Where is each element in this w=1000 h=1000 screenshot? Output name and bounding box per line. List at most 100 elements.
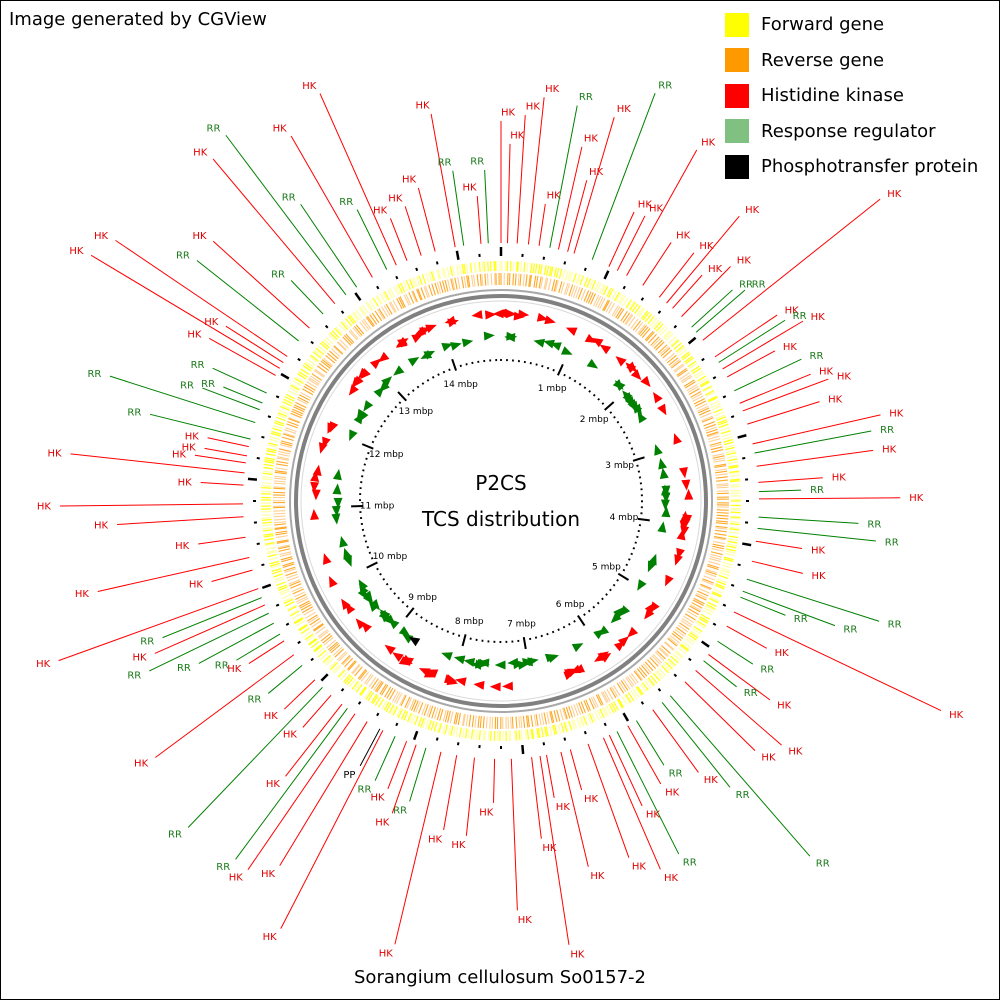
forward-gene-mark (313, 645, 323, 653)
forward-gene-mark (692, 367, 702, 375)
reverse-gene-mark (287, 576, 299, 582)
forward-gene-mark (474, 262, 477, 273)
forward-gene-mark (715, 583, 726, 588)
reverse-gene-mark (716, 520, 729, 523)
reverse-gene-mark (284, 568, 297, 573)
reverse-gene-mark (659, 647, 669, 657)
mbp-minor-tick (385, 582, 389, 586)
forward-gene-mark (599, 283, 605, 294)
reverse-gene-mark (405, 293, 412, 305)
outer-minor-tick (275, 395, 280, 399)
reverse-gene-mark (406, 697, 413, 709)
reverse-gene-mark (622, 678, 631, 690)
forward-gene-mark (676, 346, 686, 354)
forward-gene-mark (450, 725, 454, 736)
reverse-gene-mark (280, 442, 293, 447)
forward-gene-mark (657, 325, 666, 334)
forward-gene-mark (688, 362, 698, 370)
reverse-gene-mark (351, 663, 360, 674)
forward-gene-mark (319, 342, 329, 351)
reverse-gene-mark (681, 375, 693, 384)
forward-gene-mark (727, 461, 738, 465)
hk-label: HK (811, 545, 826, 556)
reverse-gene-mark (343, 334, 353, 345)
mbp-minor-tick (541, 364, 544, 368)
forward-gene-mark (717, 578, 727, 584)
forward-gene-mark (700, 381, 710, 388)
reverse-gene-mark (423, 286, 429, 298)
forward-gene-mark (512, 261, 515, 272)
reverse-gene-mark (587, 292, 594, 304)
forward-gene-mark (464, 728, 468, 739)
forward-gene-mark (293, 617, 304, 624)
outer-minor-tick (435, 737, 439, 741)
reverse-gene-mark (278, 548, 291, 552)
hk-label-line (666, 215, 740, 304)
mbp-minor-tick (367, 451, 370, 455)
reverse-gene-mark (705, 568, 718, 574)
forward-gene-mark (730, 516, 741, 519)
reverse-gene-mark (716, 483, 729, 486)
rr-label-line (669, 695, 811, 857)
forward-gene-mark (388, 704, 395, 714)
forward-gene-mark (274, 577, 285, 583)
hk-feature-arrow (673, 433, 682, 445)
forward-gene-mark (729, 528, 740, 531)
outer-minor-tick (701, 357, 705, 362)
reverse-gene-mark (618, 681, 627, 693)
reverse-gene-mark (273, 510, 286, 512)
reverse-gene-mark (664, 641, 675, 650)
hk-feature-arrow (322, 436, 331, 449)
hk-feature-arrow (473, 680, 485, 690)
forward-gene-mark (402, 281, 408, 292)
mbp-major-tick (361, 443, 374, 450)
rr-feature-arrow (339, 536, 349, 548)
forward-gene-mark (652, 672, 661, 682)
hk-label-line (587, 743, 630, 858)
reverse-gene-mark (694, 400, 707, 407)
hk-label-line (652, 709, 699, 773)
hk-label: HK (745, 205, 760, 216)
forward-gene-mark (579, 716, 584, 727)
forward-gene-mark (487, 261, 489, 272)
reverse-gene-mark (376, 681, 384, 693)
forward-gene-mark (271, 430, 282, 435)
hk-label: HK (889, 408, 904, 419)
hk-label-line (285, 703, 343, 777)
reverse-gene-mark (653, 339, 663, 349)
forward-gene-mark (269, 560, 280, 565)
forward-gene-mark (278, 409, 289, 415)
forward-gene-mark (263, 466, 274, 470)
reverse-gene-mark (613, 685, 621, 696)
legend-item-histidine-kinase: Histidine kinase (725, 78, 978, 114)
mbp-tick-label: 5 mbp (592, 562, 621, 572)
hk-feature-arrow (310, 481, 320, 493)
reverse-gene-mark (684, 613, 696, 621)
forward-gene-mark (530, 728, 534, 740)
reverse-gene-mark (562, 707, 567, 720)
forward-gene-mark (332, 664, 341, 673)
legend-label: Response regulator (761, 120, 936, 142)
hk-label-line (290, 135, 373, 278)
reverse-gene-mark (538, 276, 542, 289)
reverse-gene-mark (355, 324, 365, 335)
hk-feature-arrow (665, 574, 674, 587)
forward-gene-mark (688, 633, 697, 641)
reverse-gene-mark (279, 551, 292, 556)
forward-gene-mark (289, 610, 300, 617)
forward-gene-mark (524, 729, 528, 740)
reverse-gene-mark (428, 705, 434, 718)
reverse-gene-mark (291, 586, 304, 593)
forward-gene-mark (721, 433, 732, 438)
mbp-minor-tick (382, 578, 386, 581)
hk-label: HK (204, 317, 219, 328)
reverse-gene-mark (365, 316, 374, 328)
reverse-gene-mark (540, 276, 544, 289)
mbp-minor-tick (628, 441, 631, 445)
forward-gene-mark (278, 586, 288, 592)
hk-label-line (758, 477, 823, 483)
reverse-gene-mark (707, 432, 719, 438)
hk-label: HK (949, 710, 964, 721)
forward-gene-mark (261, 485, 272, 487)
forward-gene-mark (696, 620, 707, 627)
